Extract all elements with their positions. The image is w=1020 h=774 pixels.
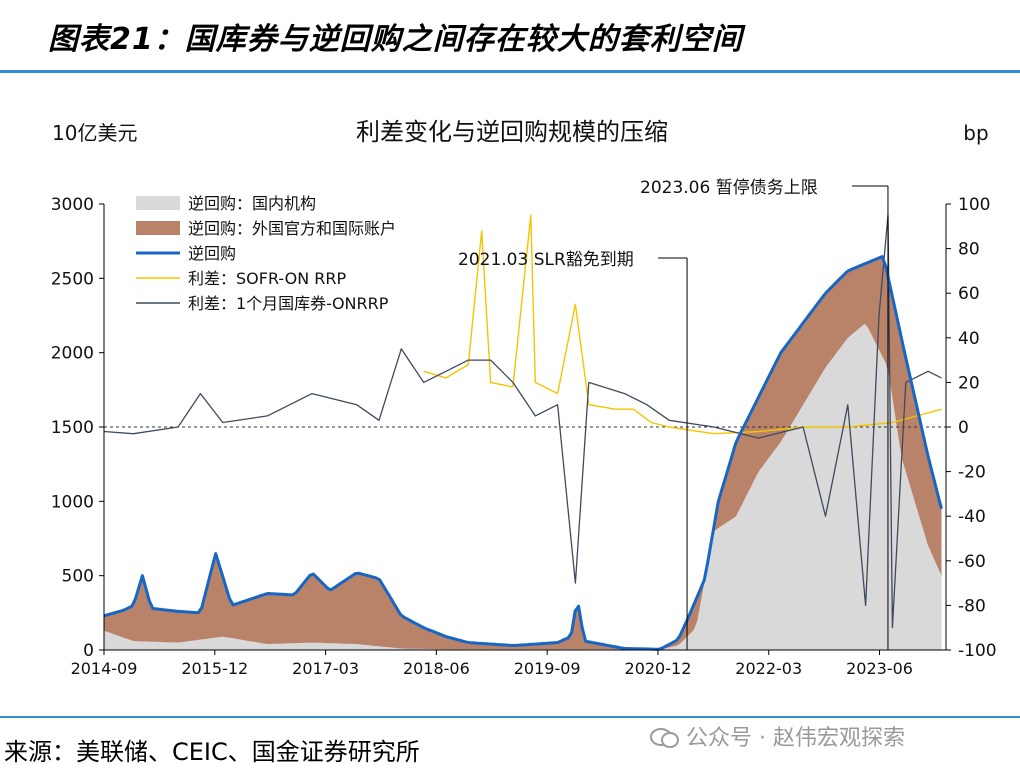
rrp-total-line: [103, 255, 943, 651]
right-tick-label: 60: [958, 284, 980, 304]
legend-swatch: [136, 196, 180, 210]
legend-label: 逆回购：国内机构: [188, 194, 316, 213]
left-tick-label: 2000: [51, 344, 94, 364]
left-tick-label: 1000: [51, 492, 94, 512]
legend-label: 利差：SOFR-ON RRP: [188, 269, 347, 288]
annotations: 2021.03 SLR豁免到期 2023.06 暂停债务上限: [458, 178, 889, 650]
x-tick-label: 2020-12: [625, 659, 692, 678]
watermark-text: 公众号 · 赵伟宏观探索: [686, 726, 905, 751]
top-rule: [0, 70, 1020, 73]
source-note: 来源：美联储、CEIC、国金证券研究所: [4, 738, 420, 766]
right-tick-label: 0: [958, 418, 969, 438]
plot-area: [103, 214, 946, 651]
chart-title: 利差变化与逆回购规模的压缩: [356, 118, 668, 146]
axes: 050010001500200025003000-100-80-60-40-20…: [51, 195, 997, 678]
right-tick-label: 20: [958, 373, 980, 393]
right-tick-label: 80: [958, 240, 980, 260]
left-axis-unit: 10亿美元: [52, 121, 137, 145]
right-tick-label: -40: [958, 507, 986, 527]
right-tick-label: 100: [958, 195, 990, 215]
annotation-label: 2023.06 暂停债务上限: [640, 178, 818, 198]
left-tick-label: 3000: [51, 195, 94, 215]
wechat-icon: [650, 728, 679, 748]
bottom-rule: [0, 716, 1020, 718]
right-tick-label: -60: [958, 552, 986, 572]
legend-label: 逆回购: [188, 244, 236, 263]
x-tick-label: 2019-09: [514, 659, 581, 678]
legend-label: 利差：1个月国库券-ONRRP: [188, 294, 389, 313]
figure-title: 图表21：国库券与逆回购之间存在较大的套利空间: [48, 22, 743, 57]
right-axis-unit: bp: [963, 121, 988, 145]
left-tick-label: 2500: [51, 269, 94, 289]
x-tick-label: 2014-09: [71, 659, 138, 678]
x-tick-label: 2022-03: [735, 659, 802, 678]
tbill-spread-line: [103, 214, 942, 629]
legend-label: 逆回购：外国官方和国际账户: [188, 219, 396, 238]
watermark: 公众号 · 赵伟宏观探索: [650, 720, 905, 752]
left-tick-label: 0: [83, 641, 94, 661]
annotation-label: 2021.03 SLR豁免到期: [458, 250, 634, 270]
domestic-area: [104, 323, 942, 650]
left-tick-label: 1500: [51, 418, 94, 438]
x-tick-label: 2015-12: [181, 659, 248, 678]
left-tick-label: 500: [62, 567, 94, 587]
right-tick-label: -100: [958, 641, 997, 661]
right-tick-label: 40: [958, 329, 980, 349]
right-tick-label: -20: [958, 463, 986, 483]
sofr-spread-line: [423, 214, 942, 435]
x-tick-label: 2017-03: [292, 659, 359, 678]
right-tick-label: -80: [958, 596, 986, 616]
x-tick-label: 2018-06: [403, 659, 470, 678]
x-tick-label: 2023-06: [846, 659, 913, 678]
legend-swatch: [136, 221, 180, 235]
